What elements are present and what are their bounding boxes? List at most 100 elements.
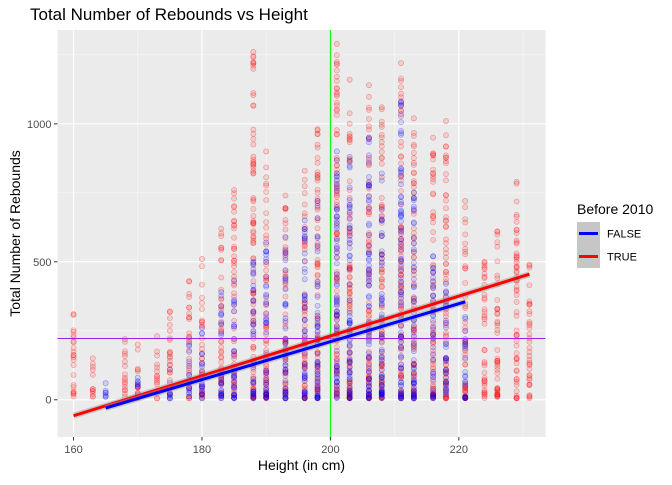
data-point xyxy=(333,102,340,109)
data-point xyxy=(333,173,340,180)
data-point xyxy=(430,378,437,385)
data-point xyxy=(250,278,257,285)
data-point xyxy=(301,389,308,396)
data-point-max xyxy=(366,82,372,89)
data-point xyxy=(430,366,437,372)
data-point xyxy=(378,205,385,212)
data-point xyxy=(430,176,437,182)
data-point xyxy=(443,367,449,373)
data-point xyxy=(333,106,340,113)
data-point xyxy=(301,317,308,323)
data-point xyxy=(443,385,449,392)
data-point xyxy=(301,246,308,253)
data-point xyxy=(443,324,449,331)
data-point xyxy=(134,381,141,388)
data-point xyxy=(430,229,437,235)
data-point xyxy=(398,258,404,265)
data-point xyxy=(513,230,520,236)
data-point xyxy=(346,288,353,295)
data-point xyxy=(314,322,321,329)
data-point xyxy=(282,311,289,318)
data-point xyxy=(462,248,469,255)
data-point xyxy=(430,376,437,383)
data-point xyxy=(462,231,469,238)
data-point xyxy=(314,386,321,393)
data-point xyxy=(301,294,308,300)
data-point xyxy=(231,392,237,399)
data-point xyxy=(346,187,353,194)
data-point xyxy=(333,311,340,318)
data-point xyxy=(250,206,257,212)
data-point xyxy=(410,283,417,290)
data-point xyxy=(231,355,237,362)
data-point xyxy=(443,356,449,363)
data-point xyxy=(218,390,225,397)
data-point xyxy=(301,233,308,240)
data-point xyxy=(346,391,353,398)
data-point xyxy=(481,262,488,269)
data-point xyxy=(366,395,372,402)
data-point xyxy=(398,103,404,109)
data-point xyxy=(398,392,404,399)
x-axis-label: Height (in cm) xyxy=(258,457,345,473)
data-point xyxy=(122,384,128,390)
data-point xyxy=(263,248,270,255)
data-point xyxy=(314,271,321,278)
data-point xyxy=(70,390,77,397)
data-point xyxy=(366,93,372,100)
data-point xyxy=(301,395,308,402)
data-point xyxy=(218,310,225,317)
data-point xyxy=(314,387,321,394)
data-point xyxy=(263,224,270,231)
data-point xyxy=(346,380,353,387)
data-point xyxy=(89,388,96,395)
data-point xyxy=(398,75,404,82)
data-point xyxy=(333,378,340,385)
data-point xyxy=(301,394,308,401)
data-point xyxy=(218,377,225,383)
data-point xyxy=(443,224,449,230)
data-point xyxy=(366,204,372,211)
data-point xyxy=(231,217,237,224)
data-point xyxy=(346,130,353,137)
data-point xyxy=(346,309,353,316)
data-point xyxy=(199,346,205,352)
data-point xyxy=(250,378,257,385)
data-point xyxy=(398,391,404,398)
data-point xyxy=(366,392,372,398)
data-point xyxy=(154,395,160,402)
data-point xyxy=(410,346,417,353)
data-point xyxy=(410,326,417,333)
data-point xyxy=(378,160,385,167)
data-point xyxy=(282,390,289,396)
data-point xyxy=(398,364,404,371)
data-point xyxy=(398,333,404,340)
data-point xyxy=(231,321,237,328)
data-point xyxy=(398,171,404,178)
data-point xyxy=(398,304,404,311)
data-point xyxy=(398,253,404,260)
data-point xyxy=(282,395,289,402)
data-point xyxy=(301,235,308,242)
data-point xyxy=(366,379,372,386)
data-point xyxy=(333,344,340,350)
data-point xyxy=(70,351,77,358)
data-point xyxy=(346,202,353,209)
data-point xyxy=(526,262,533,269)
data-point xyxy=(231,394,237,401)
data-point xyxy=(250,310,257,316)
data-point xyxy=(154,361,160,368)
data-point xyxy=(430,395,437,401)
data-point xyxy=(301,371,308,378)
data-point xyxy=(398,224,404,230)
data-point xyxy=(186,363,193,369)
data-point xyxy=(333,288,340,294)
data-point xyxy=(410,329,417,336)
data-point xyxy=(282,275,289,282)
data-point xyxy=(282,369,289,376)
data-point xyxy=(166,392,173,398)
data-point xyxy=(366,307,372,314)
data-point xyxy=(481,306,488,313)
data-point xyxy=(199,281,205,288)
data-point xyxy=(301,229,308,235)
